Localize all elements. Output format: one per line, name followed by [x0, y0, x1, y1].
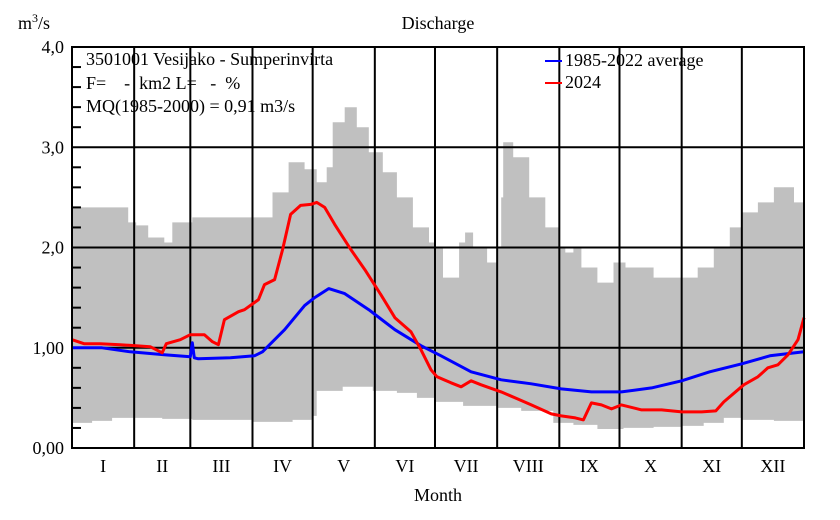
x-tick-label: I [100, 456, 106, 476]
legend-label-average: 1985-2022 average [565, 50, 703, 70]
x-tick-label: III [212, 456, 230, 476]
range-band [72, 107, 804, 448]
band-lower-area [72, 386, 804, 448]
x-tick-label: VIII [513, 456, 544, 476]
legend: 1985-2022 average 2024 [545, 50, 703, 92]
y-axis-label-tail: /s [38, 13, 50, 33]
x-tick-label: X [644, 456, 657, 476]
y-tick-label: 0,00 [33, 438, 65, 458]
x-tick-label: IX [580, 456, 599, 476]
info-box: 3501001 Vesijako - Sumperinvirta F= - km… [86, 49, 333, 117]
y-axis-label-main: m [18, 13, 32, 33]
y-axis-label: m3/s [18, 11, 50, 33]
series-line-2024 [71, 200, 806, 422]
band-upper-area [72, 107, 804, 448]
x-tick-label: XI [702, 456, 721, 476]
y-tick-label: 2,0 [42, 238, 65, 258]
x-tick-label: VII [454, 456, 479, 476]
info-line-mq: MQ(1985-2000) = 0,91 m3/s [86, 96, 295, 117]
y-tick-label: 4,0 [42, 37, 65, 57]
x-tick-label: V [337, 456, 350, 476]
info-line-area: F= - km2 L= - % [86, 73, 240, 93]
x-tick-label: IV [273, 456, 292, 476]
info-line-station: 3501001 Vesijako - Sumperinvirta [86, 49, 333, 69]
legend-label-2024: 2024 [565, 72, 601, 92]
y-tick-label: 3,0 [42, 137, 65, 157]
chart-title: Discharge [402, 13, 475, 33]
series-line-average [72, 287, 805, 394]
x-tick-label: II [156, 456, 168, 476]
grid [72, 47, 804, 448]
x-axis-label: Month [414, 485, 462, 505]
x-tick-label: XII [760, 456, 785, 476]
x-tick-label: VI [395, 456, 414, 476]
axes: 0,001,002,03,04,0I II III IV V VI VII VIII IX X XI… [33, 37, 805, 476]
y-tick-label: 1,00 [33, 338, 65, 358]
series-lines [71, 200, 806, 422]
y-axis-label-sup: 3 [32, 11, 38, 25]
plot-frame [71, 46, 805, 449]
